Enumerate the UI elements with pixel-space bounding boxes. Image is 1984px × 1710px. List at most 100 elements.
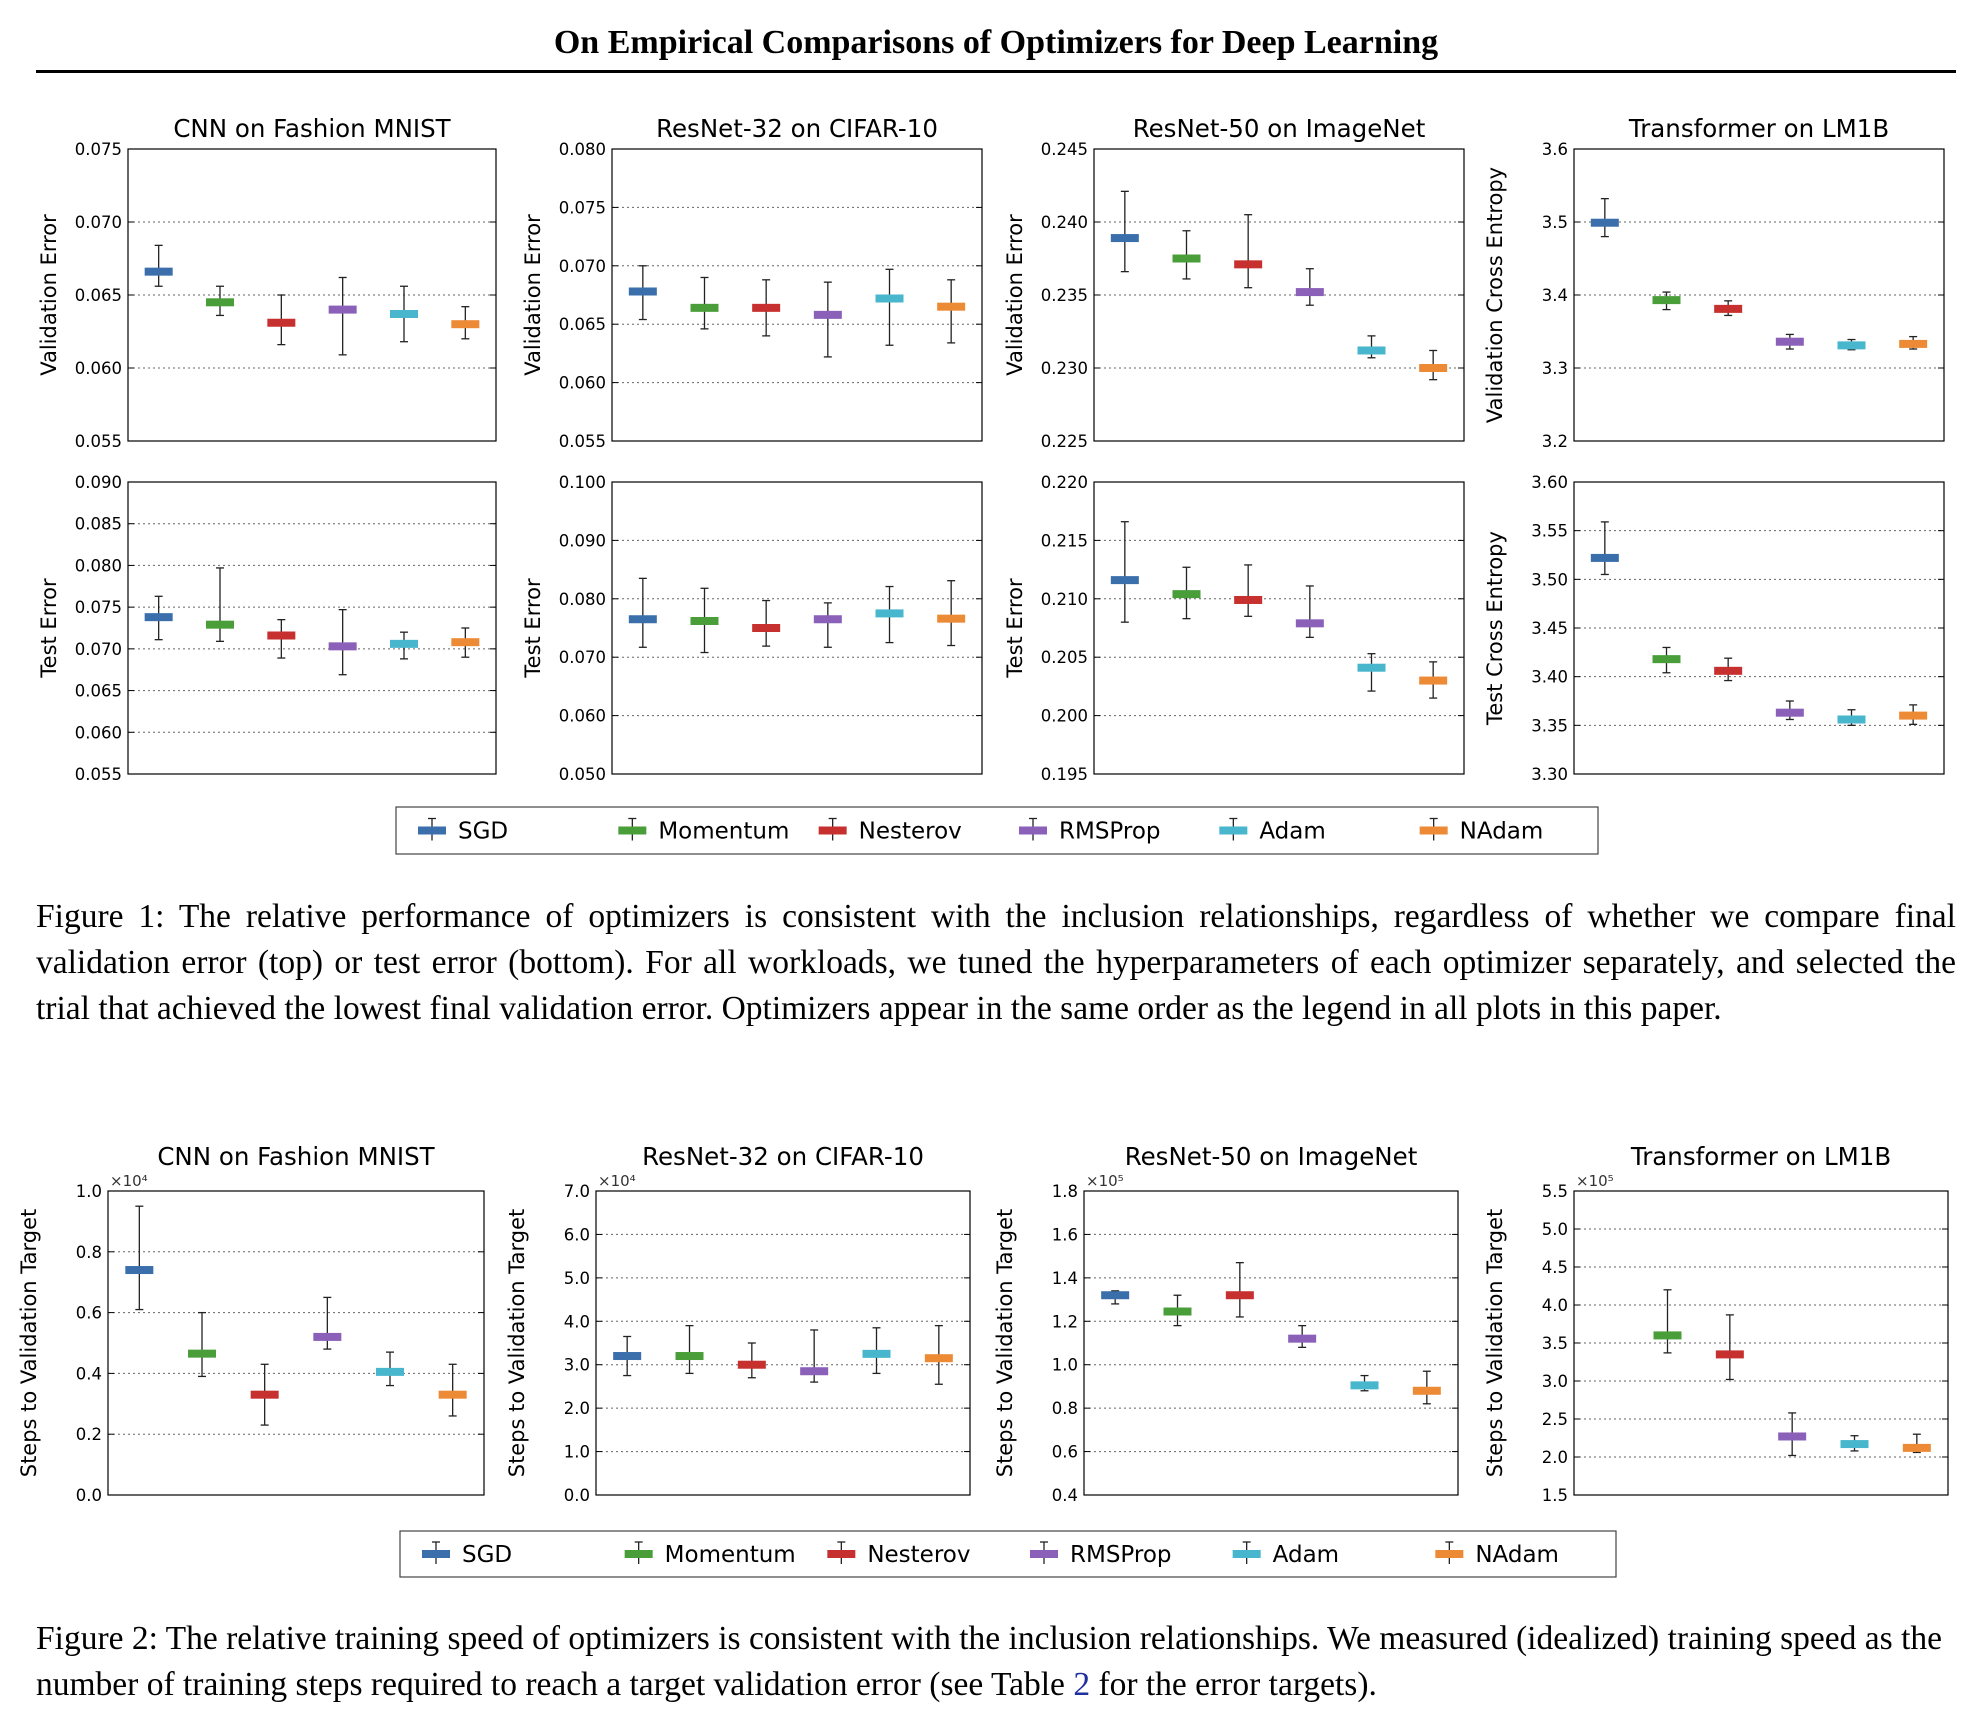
y-tick-label: 0.060 <box>75 359 122 378</box>
figure-1-caption: Figure 1: The relative performance of op… <box>36 898 1956 1027</box>
y-axis-label: Validation Error <box>521 214 545 376</box>
y-tick-label: 7.0 <box>564 1182 590 1201</box>
chart-4: 0.055 0.060 0.065 0.070 0.075 0.080 0.085 0.090… <box>37 473 497 784</box>
legend-swatch-rmsprop <box>1030 1550 1058 1558</box>
point-adam <box>390 639 418 648</box>
y-tick-label: 0.6 <box>1052 1443 1078 1462</box>
point-rmsprop <box>328 305 357 314</box>
chart-title: CNN on Fashion MNIST <box>157 1142 435 1171</box>
y-tick-label: 3.4 <box>1542 286 1568 305</box>
chart-frame <box>1083 1190 1459 1496</box>
axis-multiplier: ×10⁴ <box>110 1172 148 1190</box>
y-tick-label: 3.55 <box>1531 522 1568 541</box>
figure-1-legend: SGD Momentum Nesterov RMSProp Adam NAdam <box>395 806 1599 855</box>
point-nadam <box>1899 711 1928 720</box>
chart-9: 0.0 1.0 2.0 3.0 4.0 5.0 6.0 7.0 ×10⁴ ResNet-32 on… <box>505 1142 971 1505</box>
point-rmsprop <box>1295 619 1324 628</box>
y-tick-label: 3.60 <box>1531 473 1568 492</box>
y-tick-label: 3.5 <box>1542 213 1568 232</box>
point-nadam <box>1419 676 1448 685</box>
y-tick-label: 0.060 <box>75 723 122 742</box>
point-momentum <box>1653 1331 1682 1340</box>
point-momentum <box>206 620 234 629</box>
legend-label-adam: Adam <box>1259 819 1325 845</box>
y-tick-label: 0.6 <box>76 1304 102 1323</box>
y-tick-label: 5.0 <box>1542 1220 1568 1239</box>
point-momentum <box>206 298 234 307</box>
chart-frame <box>595 1190 971 1496</box>
axis-multiplier: ×10⁵ <box>1086 1172 1124 1190</box>
figure-2-charts: 0.0 0.2 0.4 0.6 0.8 1.0 ×10⁴ CNN on Fashion MNI… <box>17 1142 1949 1578</box>
y-tick-label: 0.225 <box>1041 432 1088 451</box>
y-tick-label: 6.0 <box>564 1225 590 1244</box>
chart-7: 3.30 3.35 3.40 3.45 3.50 3.55 3.60 Test Cross E… <box>1483 473 1945 784</box>
header-rule <box>36 70 1956 73</box>
chart-frame <box>1093 481 1465 775</box>
y-tick-label: 0.080 <box>559 590 606 609</box>
chart-frame <box>611 148 983 442</box>
y-tick-label: 0.070 <box>75 640 122 659</box>
legend-swatch-nadam <box>1419 826 1448 835</box>
chart-title: ResNet-32 on CIFAR-10 <box>642 1142 924 1171</box>
point-nesterov <box>737 1360 766 1369</box>
legend-swatch-sgd <box>422 1550 450 1558</box>
y-tick-label: 3.3 <box>1542 359 1568 378</box>
point-nesterov <box>1234 595 1263 604</box>
point-sgd <box>1590 218 1619 227</box>
point-sgd <box>144 267 173 276</box>
point-nadam <box>937 302 966 311</box>
y-tick-label: 0.075 <box>75 598 122 617</box>
y-tick-label: 0.2 <box>76 1425 102 1444</box>
figure-1-charts: 0.055 0.060 0.065 0.070 0.075 CNN on Fashion … <box>37 114 1945 855</box>
y-tick-label: 0.055 <box>75 432 122 451</box>
y-tick-label: 0.215 <box>1041 531 1088 550</box>
y-tick-label: 0.8 <box>1052 1399 1078 1418</box>
y-tick-label: 3.6 <box>1542 140 1568 159</box>
y-tick-label: 0.4 <box>76 1364 102 1383</box>
chart-3: 3.2 3.3 3.4 3.5 3.6 Transformer on LM1B Valida… <box>1483 114 1945 451</box>
y-tick-label: 0.8 <box>76 1243 102 1262</box>
y-tick-label: 0.0 <box>564 1486 590 1505</box>
point-momentum <box>1652 296 1681 305</box>
y-tick-label: 0.080 <box>75 556 122 575</box>
legend-label-momentum: Momentum <box>665 1542 796 1568</box>
point-rmsprop <box>328 642 357 651</box>
legend-label-rmsprop: RMSProp <box>1070 1542 1172 1568</box>
y-axis-label: Test Error <box>37 578 61 679</box>
legend-label-sgd: SGD <box>462 1542 512 1568</box>
axis-multiplier: ×10⁴ <box>598 1172 636 1190</box>
y-tick-label: 0.210 <box>1041 590 1088 609</box>
legend-label-momentum: Momentum <box>658 819 789 845</box>
point-sgd <box>125 1266 154 1275</box>
chart-6: 0.195 0.200 0.205 0.210 0.215 0.220 Test Error <box>1003 473 1465 784</box>
point-adam <box>1837 341 1866 350</box>
y-tick-label: 2.0 <box>1542 1448 1568 1467</box>
y-tick-label: 3.30 <box>1531 765 1568 784</box>
point-adam <box>1837 715 1866 724</box>
y-tick-label: 0.090 <box>559 531 606 550</box>
legend-swatch-adam <box>1232 1550 1261 1558</box>
y-tick-label: 1.4 <box>1052 1269 1078 1288</box>
y-axis-label: Steps to Validation Target <box>993 1209 1017 1478</box>
point-nadam <box>1902 1443 1931 1452</box>
table-reference-link[interactable]: 2 <box>1073 1666 1091 1703</box>
chart-title: CNN on Fashion MNIST <box>173 114 451 143</box>
y-tick-label: 5.5 <box>1542 1182 1568 1201</box>
point-nadam <box>1412 1386 1441 1395</box>
y-tick-label: 3.35 <box>1531 716 1568 735</box>
point-sgd <box>613 1352 642 1361</box>
point-adam <box>376 1367 404 1376</box>
y-tick-label: 1.5 <box>1542 1486 1568 1505</box>
chart-frame <box>611 481 983 775</box>
point-adam <box>875 294 904 303</box>
y-tick-label: 0.075 <box>75 140 122 159</box>
chart-title: ResNet-50 on ImageNet <box>1125 1142 1418 1171</box>
legend-label-nesterov: Nesterov <box>859 819 962 845</box>
point-nesterov <box>752 303 781 312</box>
y-axis-label: Validation Error <box>1003 214 1027 376</box>
point-nadam <box>924 1354 953 1363</box>
y-tick-label: 0.4 <box>1052 1486 1078 1505</box>
point-adam <box>1840 1440 1869 1449</box>
axis-multiplier: ×10⁵ <box>1576 1172 1614 1190</box>
